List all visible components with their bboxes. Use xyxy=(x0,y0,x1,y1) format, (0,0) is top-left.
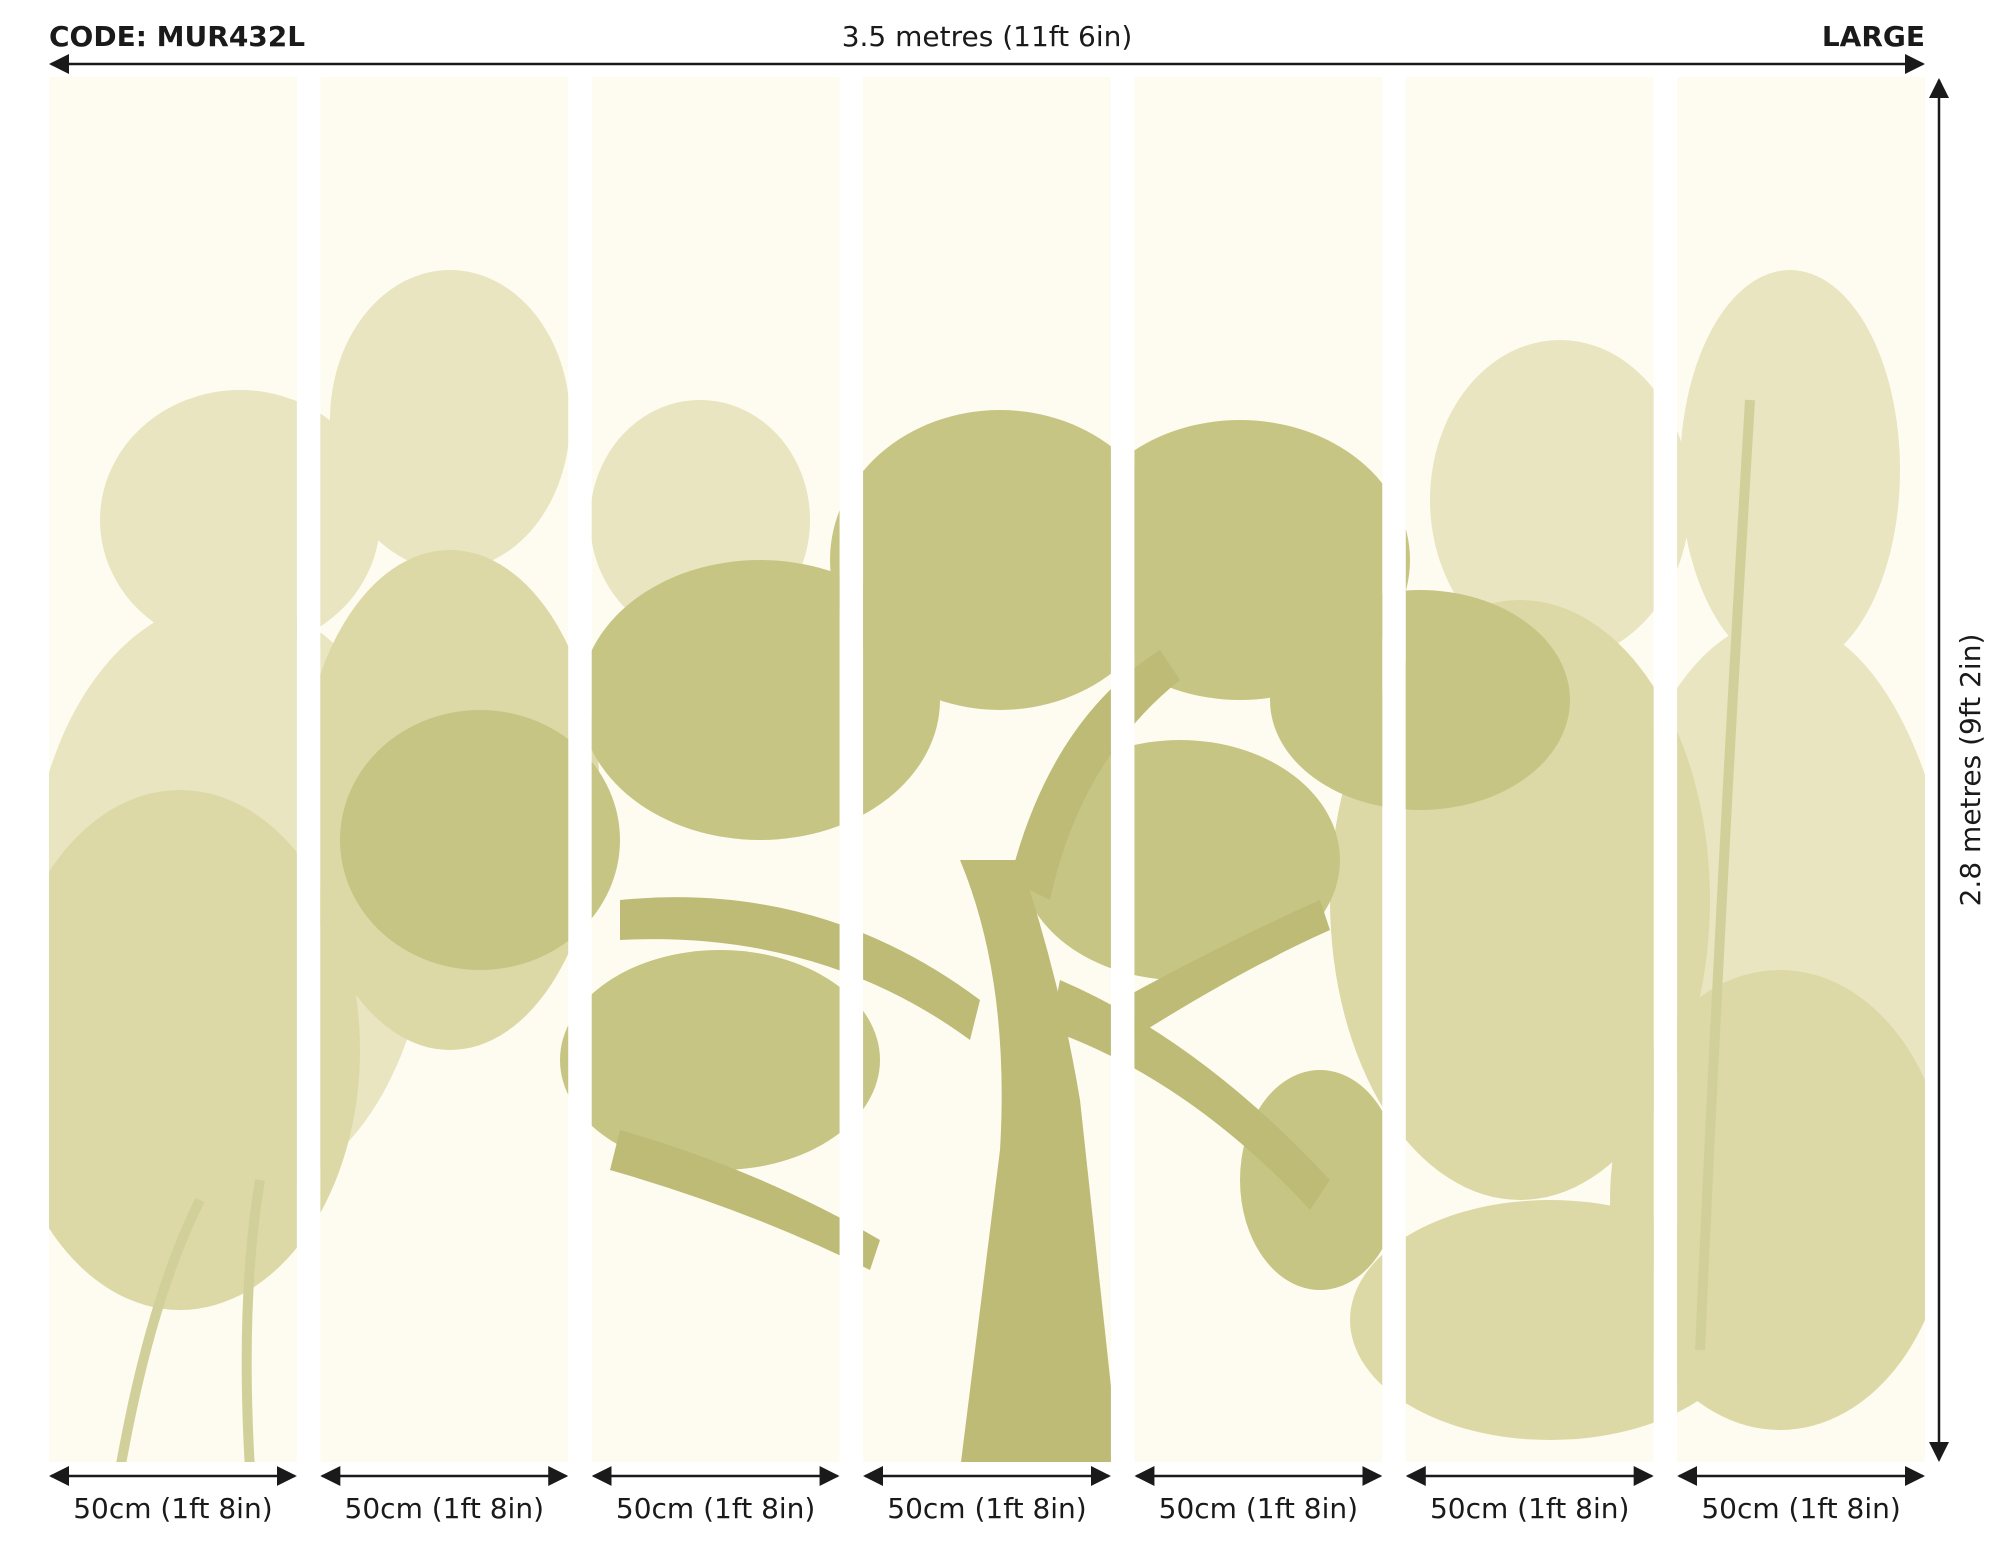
mural-artwork xyxy=(49,77,1925,1462)
panel-width-label: 50cm (1ft 8in) xyxy=(345,1492,544,1525)
total-height: 2.8 metres (9ft 2in) xyxy=(1954,634,1987,907)
total-width: 3.5 metres (11ft 6in) xyxy=(842,20,1133,53)
size: LARGE xyxy=(1822,20,1925,53)
panel-width-label: 50cm (1ft 8in) xyxy=(1430,1492,1629,1525)
panel-width-label: 50cm (1ft 8in) xyxy=(616,1492,815,1525)
panel-width-label: 50cm (1ft 8in) xyxy=(1159,1492,1358,1525)
panels: 50cm (1ft 8in) 50cm (1ft 8in) 50cm (1ft 8i… xyxy=(49,1466,1925,1525)
product-code: CODE: MUR432L xyxy=(49,20,305,53)
panel-width-label: 50cm (1ft 8in) xyxy=(73,1492,272,1525)
panel-width-label: 50cm (1ft 8in) xyxy=(887,1492,1086,1525)
panel-width-label: 50cm (1ft 8in) xyxy=(1701,1492,1900,1525)
